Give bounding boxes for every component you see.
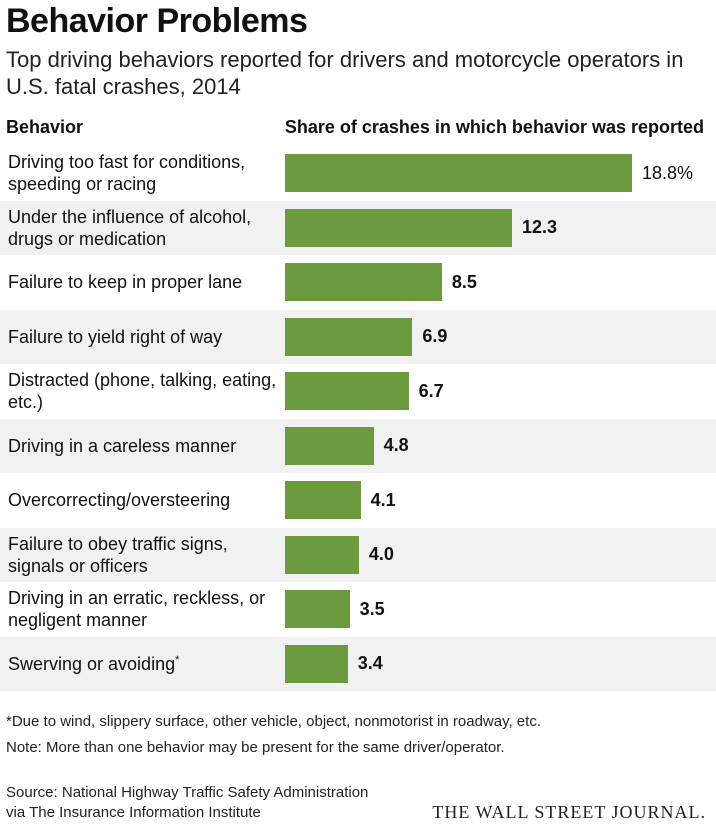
value-label: 4.8	[383, 435, 409, 455]
bar-row: Driving in an erratic, reckless, or negl…	[0, 582, 716, 636]
publisher-logo: THE WALL STREET JOURNAL.	[432, 802, 706, 822]
bar	[285, 372, 409, 410]
column-header-share: Share of crashes in which behavior was r…	[284, 117, 704, 137]
footnote-asterisk: *Due to wind, slippery surface, other ve…	[6, 713, 541, 730]
category-label: Overcorrecting/oversteering	[8, 490, 231, 510]
category-label: Distracted (phone, talking, eating, etc.…	[8, 370, 277, 412]
bar-row: Failure to yield right of way 6.9	[0, 309, 716, 364]
category-label: Failure to obey traffic signs, signals o…	[8, 533, 228, 576]
category-label: Swerving or avoiding*	[8, 653, 180, 674]
value-label: 6.7	[418, 380, 444, 401]
bar-row: Failure to keep in proper lane 8.5	[0, 255, 716, 309]
bar-row: Overcorrecting/oversteering 4.1	[0, 473, 716, 527]
bar	[285, 535, 359, 574]
column-header-behavior: Behavior	[6, 117, 84, 137]
source-line-1: Source: National Highway Traffic Safety …	[6, 784, 369, 801]
category-label: Failure to yield right of way	[8, 326, 223, 347]
value-label: 6.9	[422, 326, 448, 346]
bar-row: Distracted (phone, talking, eating, etc.…	[0, 364, 716, 418]
bar	[285, 481, 361, 519]
bar	[285, 590, 350, 628]
bar	[285, 263, 442, 301]
bar-row: Driving in a careless manner 4.8	[0, 418, 716, 473]
source-credit: Source: National Highway Traffic Safety …	[6, 783, 368, 823]
bar	[285, 644, 348, 683]
category-label: Failure to keep in proper lane	[8, 272, 243, 292]
footnote-note: Note: More than one behavior may be pres…	[6, 739, 505, 756]
bar-row: Under the influence of alcohol, drugs or…	[0, 200, 716, 255]
value-label: 18.8%	[642, 162, 694, 183]
chart-title: Behavior Problems	[6, 2, 308, 40]
value-label: 12.3	[522, 217, 558, 237]
value-label: 8.5	[451, 271, 477, 292]
category-label: Under the influence of alcohol, drugs or…	[8, 206, 252, 249]
value-label: 3.4	[357, 653, 383, 673]
bar	[285, 154, 632, 192]
bar-row: Failure to obey traffic signs, signals o…	[0, 527, 716, 582]
value-label: 4.0	[368, 544, 394, 564]
category-label: Driving in an erratic, reckless, or negl…	[8, 588, 266, 630]
bar	[285, 317, 413, 356]
source-line-2: via The Insurance Information Institute	[6, 804, 261, 821]
value-label: 4.1	[370, 489, 396, 510]
category-label: Driving too fast for conditions, speedin…	[8, 152, 246, 194]
chart-subtitle: Top driving behaviors reported for drive…	[6, 47, 684, 99]
bar-row: Swerving or avoiding* 3.4	[0, 636, 716, 691]
footnote-marker: *	[175, 653, 180, 666]
value-label: 3.5	[359, 598, 385, 619]
bar	[285, 426, 374, 465]
bar-row: Driving too fast for conditions, speedin…	[0, 146, 716, 200]
bar	[285, 208, 513, 247]
category-label: Driving in a careless manner	[8, 435, 237, 456]
